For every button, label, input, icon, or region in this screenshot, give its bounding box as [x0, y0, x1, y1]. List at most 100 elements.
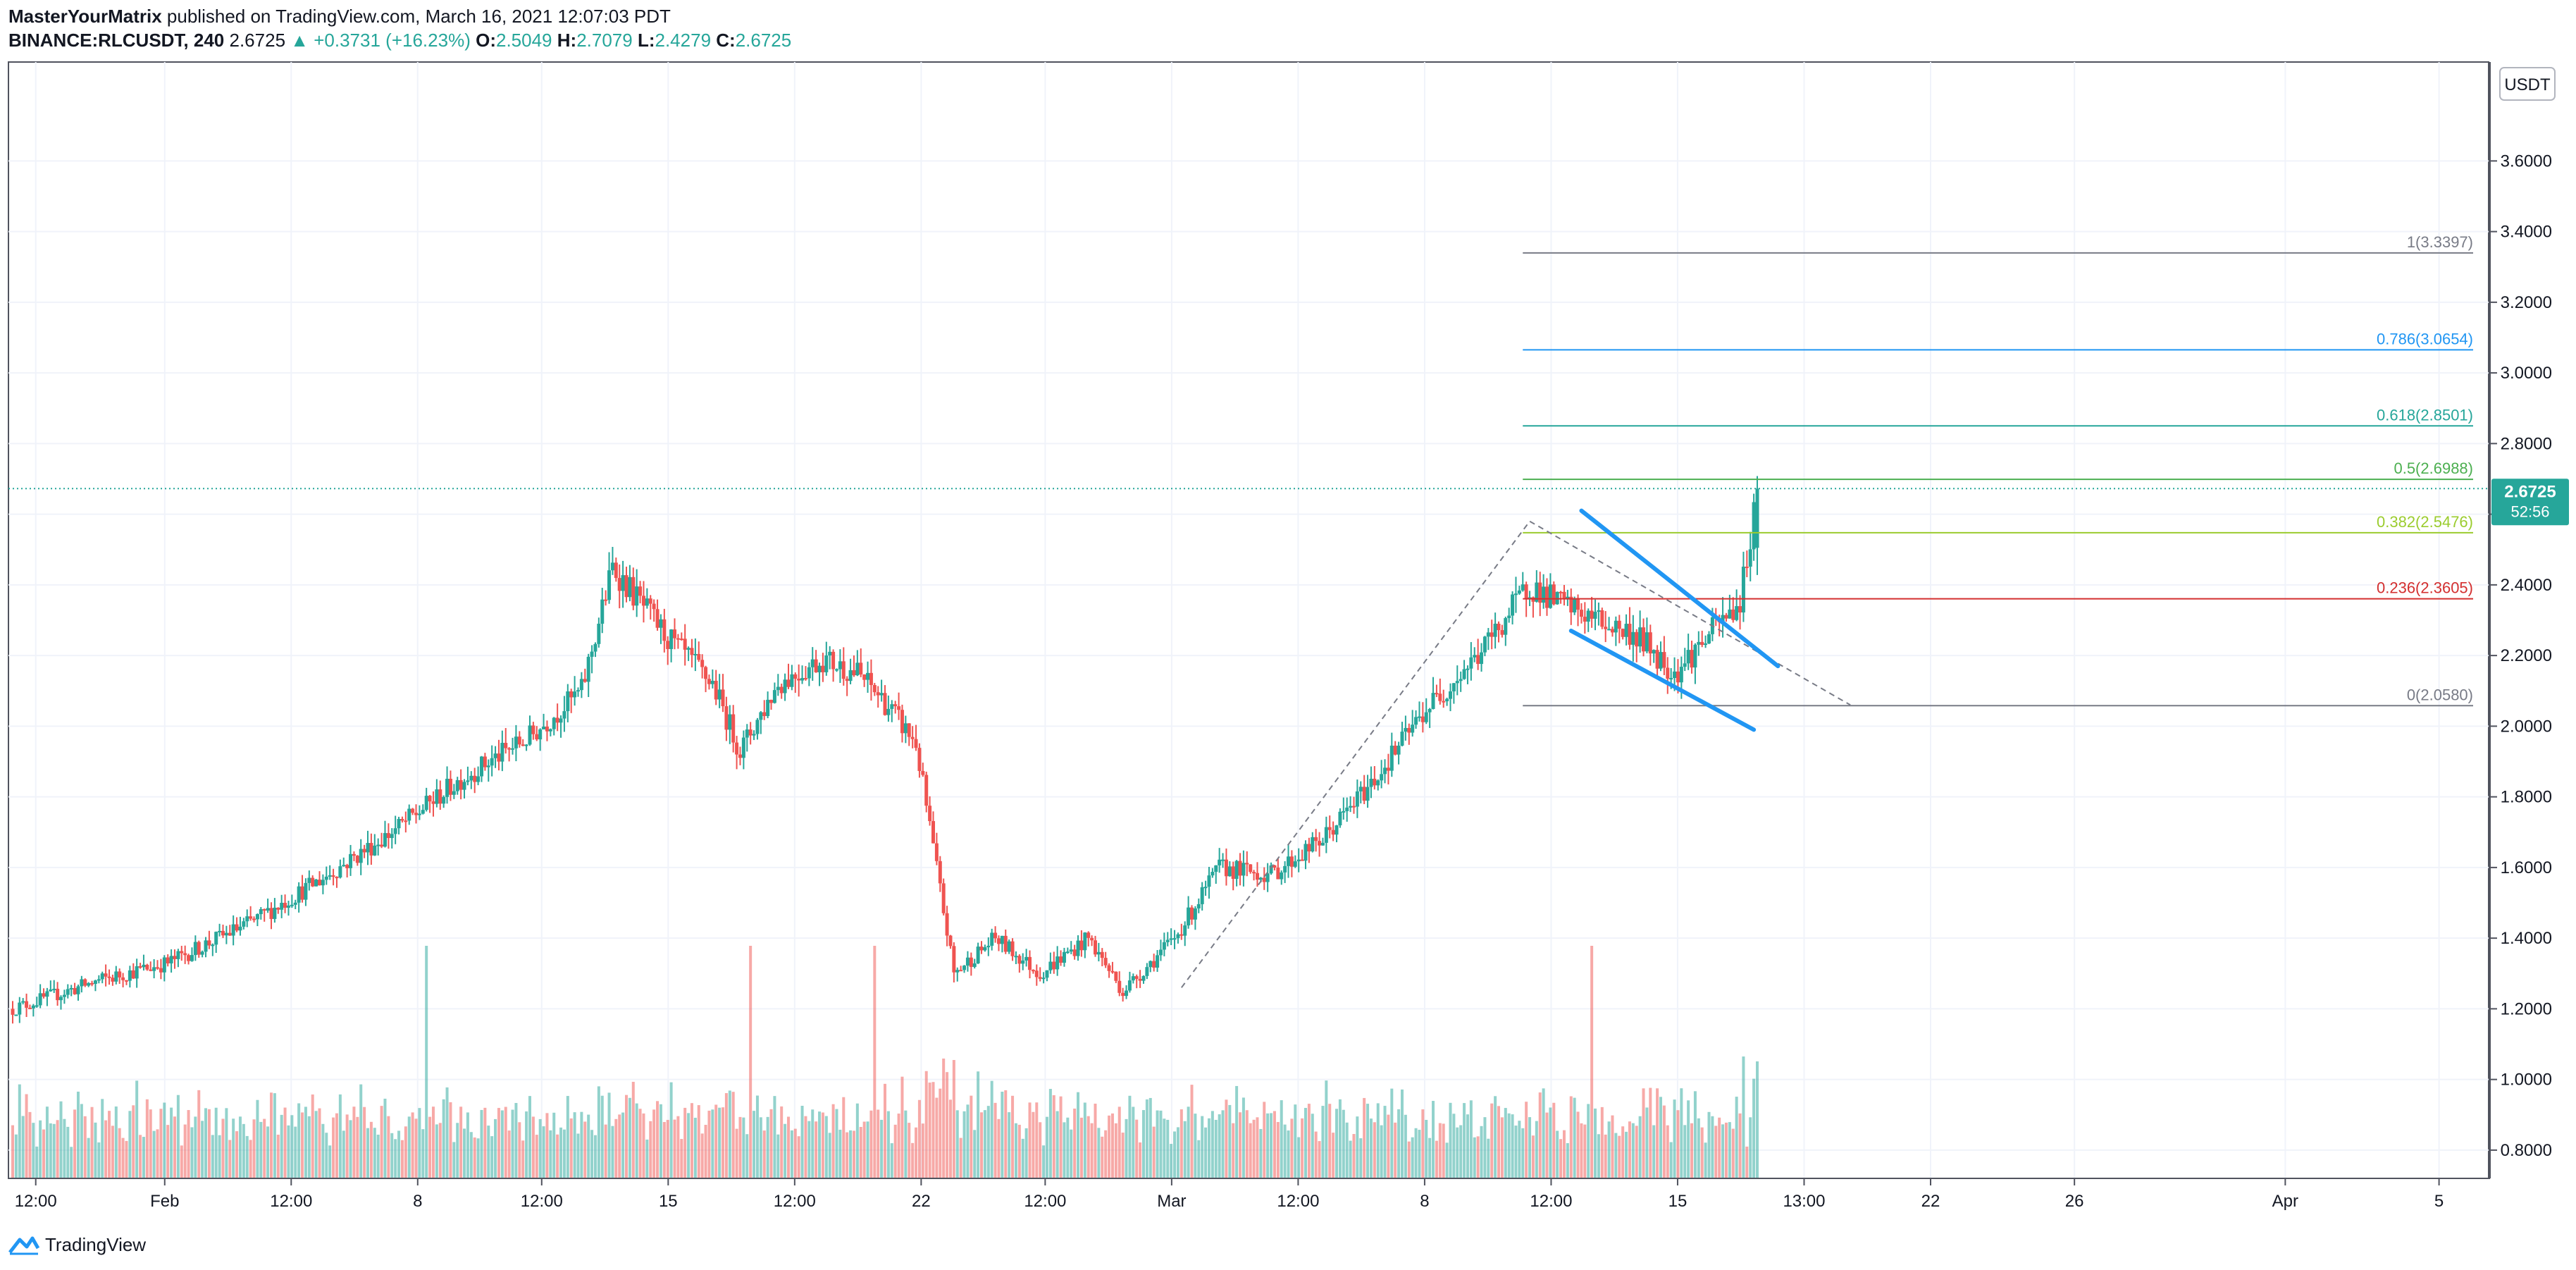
candle-body — [1562, 591, 1566, 600]
candle-body — [1389, 746, 1394, 771]
candle-body — [1590, 610, 1594, 619]
candle-body — [411, 808, 415, 813]
volume-bar — [1673, 1099, 1676, 1178]
volume-bar — [873, 946, 877, 1178]
candle-body — [965, 957, 970, 966]
candle-body — [548, 729, 552, 732]
volume-bar — [42, 1129, 46, 1178]
candle-body — [280, 902, 284, 910]
candle-body — [748, 729, 753, 736]
volume-bar — [1125, 1118, 1128, 1178]
volume-bar — [483, 1107, 487, 1178]
candle-body — [1531, 597, 1535, 602]
volume-bar — [207, 1109, 211, 1178]
volume-bar — [301, 1112, 304, 1178]
volume-bar — [342, 1130, 345, 1178]
candle-body — [1569, 596, 1573, 612]
candle-body — [1076, 940, 1080, 956]
candle-body — [1134, 976, 1139, 979]
candle-body — [1373, 778, 1377, 786]
volume-bar — [1428, 1138, 1432, 1178]
candle-body — [1635, 631, 1639, 647]
volume-bar — [201, 1121, 204, 1178]
candle-body — [1473, 655, 1477, 658]
fib-level-label: 1(3.3397) — [2407, 233, 2473, 251]
candle-body — [538, 729, 543, 740]
volume-bar — [139, 1135, 142, 1178]
symbol-label[interactable]: BINANCE:RLCUSDT, 240 — [8, 30, 225, 51]
candle-body — [1238, 861, 1242, 876]
volume-bar — [1083, 1102, 1086, 1178]
volume-bar — [63, 1118, 66, 1178]
time-axis[interactable]: 12:00 Feb 12:00 8 12:00 15 12:00 22 12:00 Mar 12:0… — [8, 1178, 2490, 1211]
candle-body — [555, 717, 559, 723]
currency-badge[interactable] — [2499, 67, 2556, 101]
candle-body — [304, 882, 308, 900]
candle-body — [1731, 609, 1735, 620]
candle-body — [1038, 977, 1042, 979]
candle-body — [1296, 859, 1301, 862]
fibonacci-retracement[interactable]: 1(3.3397) 0.786(3.0654) 0.618(2.8501) 0.5(2… — [1523, 233, 2473, 707]
volume-bar — [583, 1121, 587, 1178]
volume-bar — [1349, 1140, 1352, 1178]
candle-body — [328, 875, 332, 877]
candle-body — [1669, 678, 1673, 680]
volume-bar — [511, 1109, 514, 1178]
candle-body — [56, 988, 60, 1001]
time-tick-label: 5 — [2434, 1192, 2444, 1211]
drawings[interactable] — [8, 488, 2489, 988]
volume-bar — [700, 1133, 704, 1178]
price-tick-label: 3.2000 — [2501, 293, 2552, 312]
volume-bar — [1521, 1128, 1525, 1178]
price-axis[interactable]: 3.60003.40003.20003.00002.80002.60002.40… — [2489, 62, 2552, 1178]
volume-bar — [1166, 1119, 1170, 1178]
candle-body — [428, 796, 432, 802]
candle-body — [180, 951, 184, 954]
candle-body — [714, 680, 718, 700]
candle-body — [207, 940, 211, 946]
candle-body — [1287, 856, 1291, 866]
candle-body — [1741, 567, 1745, 613]
candle-body — [962, 966, 967, 970]
candle-body — [607, 570, 612, 600]
candle-body — [500, 743, 504, 762]
candle-body — [1141, 975, 1146, 981]
volume-bar — [1139, 1142, 1142, 1178]
candle-body — [1221, 859, 1225, 861]
candle-body — [193, 942, 197, 956]
volume-bar — [238, 1116, 242, 1178]
volume-bar — [1272, 1111, 1276, 1178]
candle-body — [1252, 872, 1256, 874]
candle-body — [1169, 938, 1173, 940]
candle-body — [197, 942, 201, 955]
candle-body — [349, 853, 353, 868]
candle-body — [1579, 610, 1583, 617]
volume-bar — [135, 1080, 139, 1178]
volume-bar — [1490, 1103, 1494, 1178]
volume-bar — [793, 1128, 797, 1178]
author-name[interactable]: MasterYourMatrix — [8, 6, 162, 27]
candle-body — [869, 672, 873, 685]
candle-body — [1466, 668, 1470, 670]
volume-bar — [959, 1138, 962, 1178]
candle-body — [1407, 727, 1411, 733]
candle-body — [817, 665, 822, 672]
volume-bar — [473, 1137, 476, 1178]
candle-body — [80, 979, 84, 987]
volume-bar — [1638, 1116, 1642, 1178]
candle-body — [1196, 904, 1201, 908]
candle-body — [1493, 623, 1497, 637]
bar-countdown: 52:56 — [2510, 503, 2549, 520]
candle-body — [1276, 868, 1280, 880]
candle-body — [759, 712, 763, 720]
time-tick-label: 8 — [1420, 1192, 1429, 1211]
candle-body — [159, 968, 163, 973]
tradingview-brand[interactable]: TradingView — [8, 1229, 146, 1260]
volume-bar — [580, 1111, 583, 1178]
candle-body — [983, 947, 987, 951]
volume-bar — [1201, 1116, 1204, 1178]
candle-body — [824, 655, 829, 672]
volume-bar — [487, 1126, 490, 1178]
volume-bar — [404, 1126, 407, 1178]
